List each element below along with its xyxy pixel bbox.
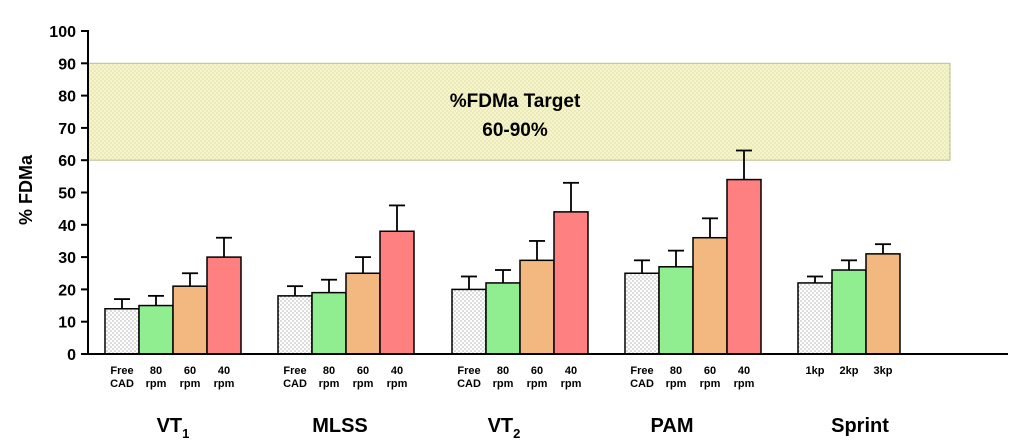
bar (206, 256, 242, 355)
bar (485, 282, 521, 355)
y-tick-label: 10 (58, 315, 76, 332)
bar (692, 236, 728, 355)
y-tick-label: 0 (67, 347, 76, 364)
y-tick-label: 80 (58, 89, 76, 106)
group-label: Sprint (831, 415, 889, 437)
bar (553, 211, 589, 355)
category-label: 60 rpm (180, 365, 201, 390)
category-label: Free CAD (630, 365, 654, 390)
group-label: VT1 (157, 415, 190, 441)
category-label: 60 rpm (353, 365, 374, 390)
bar (797, 282, 833, 355)
y-tick-label: 30 (58, 250, 76, 267)
category-label: Free CAD (283, 365, 307, 390)
y-axis-title: % FDMa (16, 154, 36, 225)
bar (451, 288, 487, 355)
category-label: Free CAD (457, 365, 481, 390)
category-label: 40 rpm (561, 365, 582, 390)
category-label: 80 rpm (493, 365, 514, 390)
category-label: 1kp (806, 365, 825, 377)
category-label: 80 rpm (319, 365, 340, 390)
target-band-title: %FDMa Target (450, 91, 581, 112)
bar (624, 272, 660, 355)
bar (138, 304, 174, 355)
group-label: PAM (651, 415, 694, 437)
category-label: 80 rpm (666, 365, 687, 390)
category-label: Free CAD (110, 365, 134, 390)
bar (172, 285, 208, 355)
group-label: VT2 (488, 415, 521, 441)
y-tick-label: 60 (58, 153, 76, 170)
bar (311, 291, 347, 355)
category-label: 80 rpm (146, 365, 167, 390)
labels-layer: Free CAD 80 rpm 60 rpm 40 rpm VT1 Free CAD 80 rpm 60 r… (110, 365, 893, 441)
y-tick-label: 70 (58, 121, 76, 138)
y-tick-label: 40 (58, 218, 76, 235)
y-tick-label: 100 (49, 24, 76, 41)
bar (277, 295, 313, 355)
y-tick-label: 90 (58, 56, 76, 73)
category-label: 2kp (840, 365, 859, 377)
y-tick-label: 50 (58, 186, 76, 203)
target-band-layer: %FDMa Target 60-90% (87, 62, 951, 161)
bar (658, 266, 694, 355)
bar (519, 259, 555, 355)
group-label: MLSS (312, 415, 368, 437)
bar (104, 308, 140, 355)
category-label: 3kp (874, 365, 893, 377)
bar (831, 269, 867, 355)
axes-layer: 0 10 20 30 40 50 60 70 80 90 100 % FDMa (16, 24, 1008, 364)
bar (345, 272, 381, 355)
category-label: 60 rpm (527, 365, 548, 390)
bars-layer (104, 149, 901, 355)
y-tick-label: 20 (58, 282, 76, 299)
category-label: 40 rpm (214, 365, 235, 390)
bar (726, 178, 762, 355)
category-label: 40 rpm (387, 365, 408, 390)
bar (379, 230, 415, 355)
category-label: 60 rpm (700, 365, 721, 390)
target-band (87, 62, 951, 161)
bar (865, 253, 901, 355)
target-band-range: 60-90% (482, 120, 548, 141)
category-label: 40 rpm (734, 365, 755, 390)
